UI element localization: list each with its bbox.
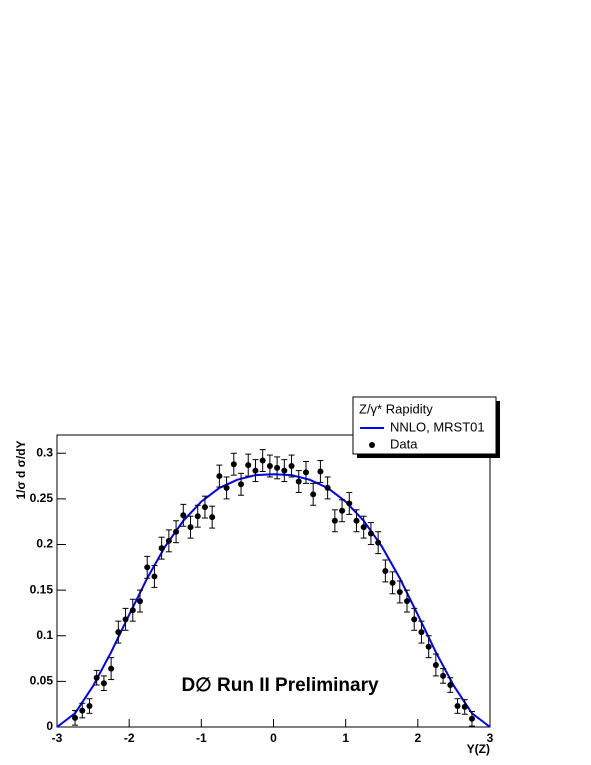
data-point [187, 524, 194, 531]
data-point [79, 707, 86, 714]
x-tick-label: 3 [487, 731, 494, 745]
data-point [115, 629, 122, 636]
data-point [266, 463, 273, 470]
data-point [468, 715, 475, 722]
data-point [151, 573, 158, 580]
data-point [440, 672, 447, 679]
legend-label: Data [390, 436, 418, 451]
annotation: D∅ Run II Preliminary [181, 675, 379, 696]
model-curve [56, 473, 491, 728]
data-point [404, 598, 411, 605]
data-point [331, 517, 338, 524]
data-point [389, 579, 396, 586]
y-tick-label: 0.3 [36, 445, 53, 459]
data-point [158, 545, 165, 552]
data-point [100, 680, 107, 687]
y-tick-label: 0.05 [30, 674, 54, 688]
data-point [72, 714, 79, 721]
x-tick-label: -2 [124, 731, 135, 745]
x-tick-label: 1 [342, 731, 349, 745]
data-point [86, 703, 93, 710]
x-tick-label: -1 [196, 731, 207, 745]
data-point [165, 537, 172, 544]
x-tick-label: -3 [52, 731, 63, 745]
data-point [302, 469, 309, 476]
data-point [367, 530, 374, 537]
data-point [295, 478, 302, 485]
legend-title: Z/γ* Rapidity [359, 401, 433, 416]
data-point [245, 462, 252, 469]
data-point [108, 665, 115, 672]
data-point [346, 500, 353, 507]
data-point [454, 703, 461, 710]
data-point [259, 457, 266, 464]
x-tick-label: 2 [414, 731, 421, 745]
legend-swatch [369, 442, 375, 448]
y-tick-label: 0.15 [30, 582, 54, 596]
data-point [281, 467, 288, 474]
data-point [461, 703, 468, 710]
data-point [353, 517, 360, 524]
y-tick-label: 0.25 [30, 491, 54, 505]
data-point [360, 524, 367, 531]
x-tick-label: 0 [270, 731, 277, 745]
data-point [411, 616, 418, 623]
data-point [209, 514, 216, 521]
x-axis-label: Y(Z) [467, 742, 490, 756]
data-point [425, 643, 432, 650]
data-point [252, 467, 259, 474]
data-point [339, 507, 346, 514]
data-point [418, 629, 425, 636]
data-point [201, 504, 208, 511]
data-point [216, 473, 223, 480]
data-point [432, 661, 439, 668]
data-point [230, 461, 237, 468]
data-point [129, 607, 136, 614]
data-point [223, 484, 230, 491]
y-tick-label: 0.1 [36, 628, 53, 642]
data-point [180, 512, 187, 519]
data-point [447, 682, 454, 689]
data-point [375, 539, 382, 546]
data-point [324, 484, 331, 491]
y-tick-label: 0.2 [36, 537, 53, 551]
data-point [194, 513, 201, 520]
data-point [382, 567, 389, 574]
data-point [144, 564, 151, 571]
data-point [317, 468, 324, 475]
legend-label: NNLO, MRST01 [390, 419, 485, 434]
legend-box [352, 396, 497, 455]
data-point [136, 598, 143, 605]
y-axis-label: 1/σ d σ/dY [14, 440, 28, 499]
data-point [93, 674, 100, 681]
data-point [274, 464, 281, 471]
data-point [310, 491, 317, 498]
data-point [238, 481, 245, 488]
data-point [173, 528, 180, 535]
data-point [396, 588, 403, 595]
y-tick-label: 0 [46, 719, 53, 733]
data-point [288, 463, 295, 470]
data-point [122, 616, 129, 623]
